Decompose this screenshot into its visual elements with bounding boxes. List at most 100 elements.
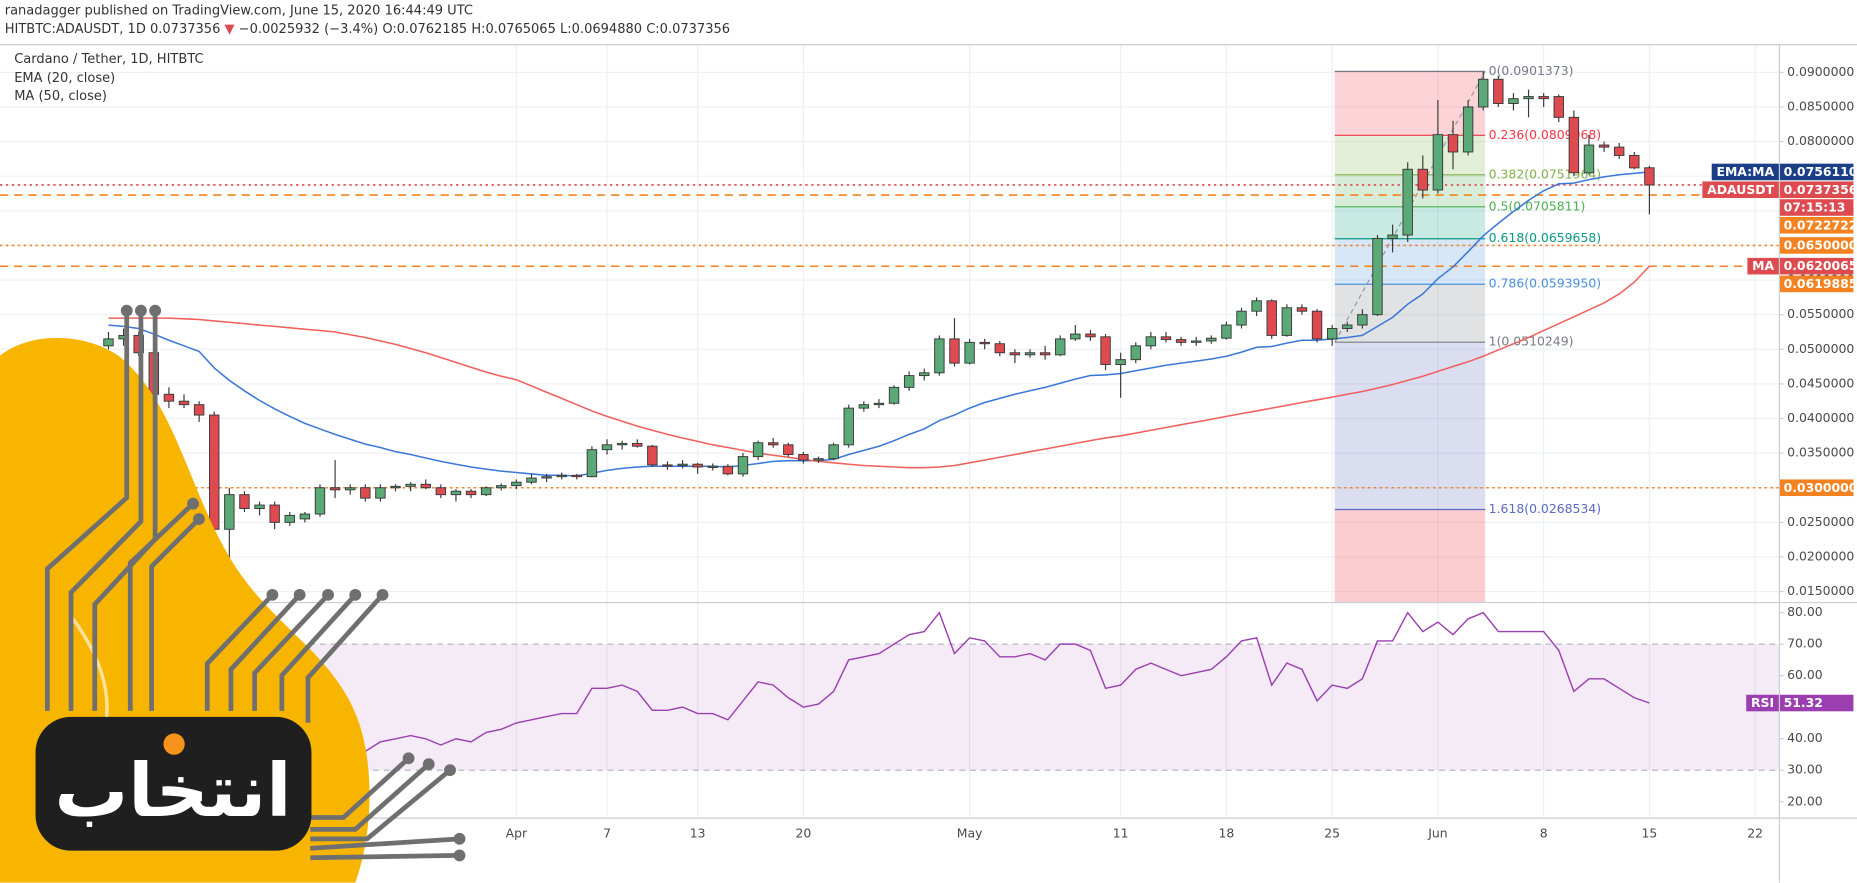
price-tag-box: [1702, 181, 1779, 199]
x-tick-label: Apr: [506, 826, 528, 841]
logo-text: انتخاب: [54, 749, 291, 834]
candle-body: [1236, 310, 1247, 326]
y-tick-label: 0.0400000: [1787, 410, 1854, 425]
fib-fill: [1334, 342, 1486, 510]
x-tick-label: 8: [1540, 826, 1548, 841]
symbol: HITBTC:ADAUSDT, 1D: [5, 21, 146, 36]
candle-body: [1055, 338, 1066, 356]
price-label: 0.0619885: [1784, 276, 1857, 291]
ohlc-close: C:0.0737356: [646, 21, 730, 36]
candle-body: [1206, 337, 1217, 342]
candle-body: [1538, 96, 1549, 100]
candle-body: [1508, 98, 1519, 104]
price-tag-box: [1747, 257, 1779, 275]
logo-badge: [35, 716, 312, 851]
y-tick-label: 40.00: [1787, 730, 1823, 745]
candle-body: [843, 407, 854, 446]
fib-fill: [1334, 238, 1486, 285]
candle-body: [299, 513, 311, 520]
candle-body: [1387, 234, 1398, 239]
candle-body: [556, 474, 567, 478]
candle-body: [813, 458, 824, 461]
price-label: 0.0300000: [1784, 480, 1857, 495]
candle-body: [707, 465, 718, 468]
y-tick-label: 80.00: [1787, 604, 1823, 619]
price-tag: MA: [1752, 258, 1774, 273]
y-tick-label: 30.00: [1787, 762, 1823, 777]
price-label-box: [1780, 163, 1854, 181]
candle-body: [1130, 345, 1141, 361]
fib-fill: [1334, 509, 1486, 602]
candle-body: [360, 487, 371, 499]
price-label-box: [1780, 479, 1854, 497]
candle-body: [571, 474, 583, 478]
candle-body: [480, 487, 492, 496]
candle-body: [873, 402, 885, 406]
x-tick-label: Jun: [1427, 826, 1447, 841]
candle-body: [888, 386, 900, 404]
circuit-pins: [120, 304, 466, 862]
candle-body: [1357, 314, 1368, 326]
price-label-box: [1780, 237, 1854, 254]
candle-body: [526, 477, 537, 483]
candle-body: [828, 444, 839, 460]
price-label: 0.0722722: [1784, 217, 1857, 232]
fib-trend: [1334, 71, 1486, 343]
candle-body: [964, 341, 975, 364]
candle-body: [1432, 134, 1444, 191]
candle-body: [662, 464, 673, 467]
candle-body: [496, 485, 507, 489]
indicator-line: [108, 171, 1650, 477]
candle-body: [1326, 328, 1338, 340]
candle-body: [1462, 106, 1474, 153]
candle-body: [465, 490, 477, 496]
x-tick-label: 20: [796, 826, 812, 841]
candle-body: [767, 442, 779, 446]
x-tick-label: 11: [1113, 826, 1129, 841]
candle-body: [949, 338, 960, 364]
candle-body: [1583, 144, 1595, 174]
candle-body: [783, 444, 794, 455]
candle-body: [1629, 154, 1640, 169]
candle-body: [1372, 238, 1383, 316]
candle-body: [1175, 339, 1187, 343]
y-tick-label: 0.0500000: [1787, 341, 1854, 356]
candle-body: [103, 338, 114, 347]
legend-entry: EMA (20, close): [14, 71, 115, 86]
y-tick-label: 0.0900000: [1787, 64, 1854, 79]
price-tag: RSI: [1751, 695, 1774, 710]
candle-body: [994, 343, 1006, 354]
fib-fill: [1334, 71, 1486, 136]
fib-label: 0(0.0901373): [1489, 63, 1574, 78]
x-tick-label: 13: [690, 826, 706, 841]
candle-body: [737, 456, 749, 475]
candle-body: [919, 372, 930, 377]
candle-body: [1115, 359, 1126, 365]
bitcoin-icon: [163, 733, 185, 755]
candle-body: [511, 481, 522, 487]
price-tag-box: [1746, 694, 1779, 712]
watermark-logo: انتخاب: [0, 304, 466, 883]
price-label: 0.0737356: [1784, 182, 1857, 197]
candle-body: [979, 341, 990, 345]
y-tick-label: 70.00: [1787, 636, 1823, 651]
candle-body: [1644, 167, 1655, 186]
candle-body: [1251, 300, 1262, 312]
candle-body: [1070, 333, 1081, 340]
candle-body: [1190, 340, 1202, 343]
candle-body: [798, 454, 809, 461]
price-label-box: [1780, 275, 1854, 293]
candle-body: [1311, 310, 1323, 340]
candle-body: [163, 393, 175, 402]
candle-body: [1221, 324, 1232, 339]
candle-body: [178, 400, 190, 406]
price-label: 0.0620065: [1784, 258, 1857, 273]
candle-body: [209, 414, 220, 530]
change: −0.0025932 (−3.4%): [239, 21, 379, 36]
y-tick-label: 20.00: [1787, 793, 1823, 808]
candle-body: [1281, 307, 1293, 336]
candle-body: [1266, 300, 1277, 336]
candle-body: [616, 442, 628, 446]
candle-body: [435, 487, 447, 496]
